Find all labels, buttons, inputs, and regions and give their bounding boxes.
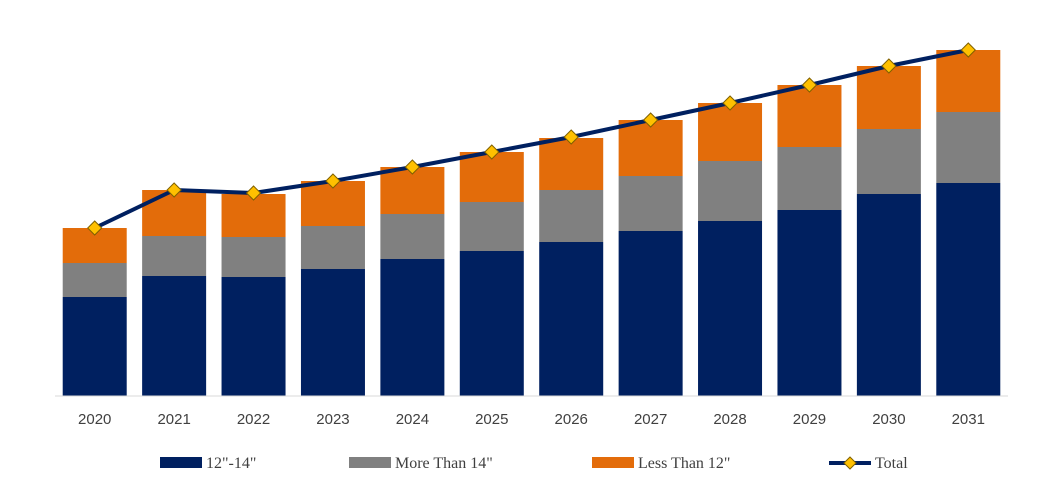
legend-item-less-than-12: Less Than 12" (592, 455, 730, 472)
legend-marker-swatch (843, 456, 857, 470)
bar-2027-series-3 (618, 120, 683, 176)
total-marker-2024 (404, 159, 421, 175)
total-marker-2025 (484, 144, 500, 160)
bar-2023-series-2 (300, 226, 365, 269)
bar-2022-series-3 (221, 194, 286, 237)
x-tick-label: 2029 (793, 411, 826, 428)
x-tick-label: 2021 (157, 411, 190, 428)
total-marker-2021 (166, 182, 182, 198)
x-tick-label: 2031 (952, 411, 985, 428)
bar-2020-series-2 (62, 263, 127, 297)
bar-2026-series-1 (539, 242, 604, 396)
legend-label: Less Than 12" (638, 455, 730, 472)
bar-2028-series-2 (698, 161, 763, 221)
bar-2024-series-1 (380, 259, 445, 396)
bar-2027-series-1 (618, 231, 683, 396)
x-tick-label: 2027 (634, 411, 667, 428)
bar-2025-series-1 (459, 251, 524, 396)
total-marker-2028 (722, 95, 738, 111)
bar-2031-series-3 (936, 50, 1001, 112)
x-axis-tick-labels: 2020 2021 2022 2023 2024 2025 2026 2027 2028 2029… (78, 411, 985, 428)
x-tick-label: 2030 (872, 411, 905, 428)
x-tick-label: 2022 (237, 411, 270, 428)
bar-2026-series-2 (539, 190, 604, 242)
x-tick-label: 2020 (78, 411, 111, 428)
bar-2021-series-2 (142, 236, 207, 276)
total-line-layer (87, 42, 976, 236)
bar-2023-series-1 (300, 269, 365, 396)
legend-item-more-than-14: More Than 14" (349, 455, 493, 472)
bar-2025-series-3 (459, 152, 524, 202)
bar-2022-series-1 (221, 277, 286, 396)
x-tick-label: 2028 (713, 411, 746, 428)
bar-2031-series-1 (936, 183, 1001, 396)
legend-swatch (160, 457, 202, 468)
total-marker-2029 (801, 77, 818, 93)
total-marker-2026 (563, 129, 579, 145)
bar-2028-series-1 (698, 221, 763, 396)
total-marker-2031 (960, 42, 976, 58)
legend-label: Total (875, 455, 908, 472)
bar-2021-series-1 (142, 276, 207, 396)
total-line (93, 48, 969, 230)
legend-label: 12"-14" (206, 455, 256, 472)
legend-item-total: Total (829, 455, 908, 472)
bar-2022-series-2 (221, 237, 286, 277)
bar-2030-series-1 (856, 194, 921, 396)
bar-2025-series-2 (459, 202, 524, 251)
legend: 12"-14" More Than 14" Less Than 12" Total (160, 455, 908, 472)
bar-2031-series-2 (936, 112, 1001, 183)
total-marker-2022 (245, 185, 262, 201)
bar-2030-series-2 (856, 129, 921, 194)
bar-2030-series-3 (856, 66, 921, 129)
bar-2028-series-3 (698, 103, 763, 161)
legend-label: More Than 14" (395, 455, 493, 472)
x-tick-label: 2023 (316, 411, 349, 428)
legend-item-12-14: 12"-14" (160, 455, 256, 472)
total-marker-2020 (87, 220, 103, 236)
bar-2029-series-3 (777, 85, 842, 147)
bar-2024-series-2 (380, 214, 445, 259)
bar-2027-series-2 (618, 176, 683, 231)
legend-swatch (592, 457, 634, 468)
bars-layer (62, 50, 1001, 396)
bar-2029-series-1 (777, 210, 842, 396)
bar-2026-series-3 (539, 138, 604, 190)
x-tick-label: 2025 (475, 411, 508, 428)
bar-2020-series-1 (62, 297, 127, 396)
total-marker-2023 (325, 173, 341, 189)
x-tick-label: 2024 (396, 411, 429, 428)
bar-2029-series-2 (777, 147, 842, 210)
x-tick-label: 2026 (555, 411, 588, 428)
total-marker-2030 (881, 58, 897, 74)
bar-2024-series-3 (380, 167, 445, 214)
legend-swatch (349, 457, 391, 468)
total-marker-2027 (642, 112, 659, 128)
